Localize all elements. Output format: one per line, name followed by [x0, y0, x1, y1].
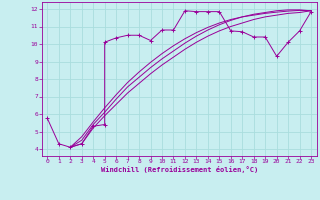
X-axis label: Windchill (Refroidissement éolien,°C): Windchill (Refroidissement éolien,°C) [100, 166, 258, 173]
